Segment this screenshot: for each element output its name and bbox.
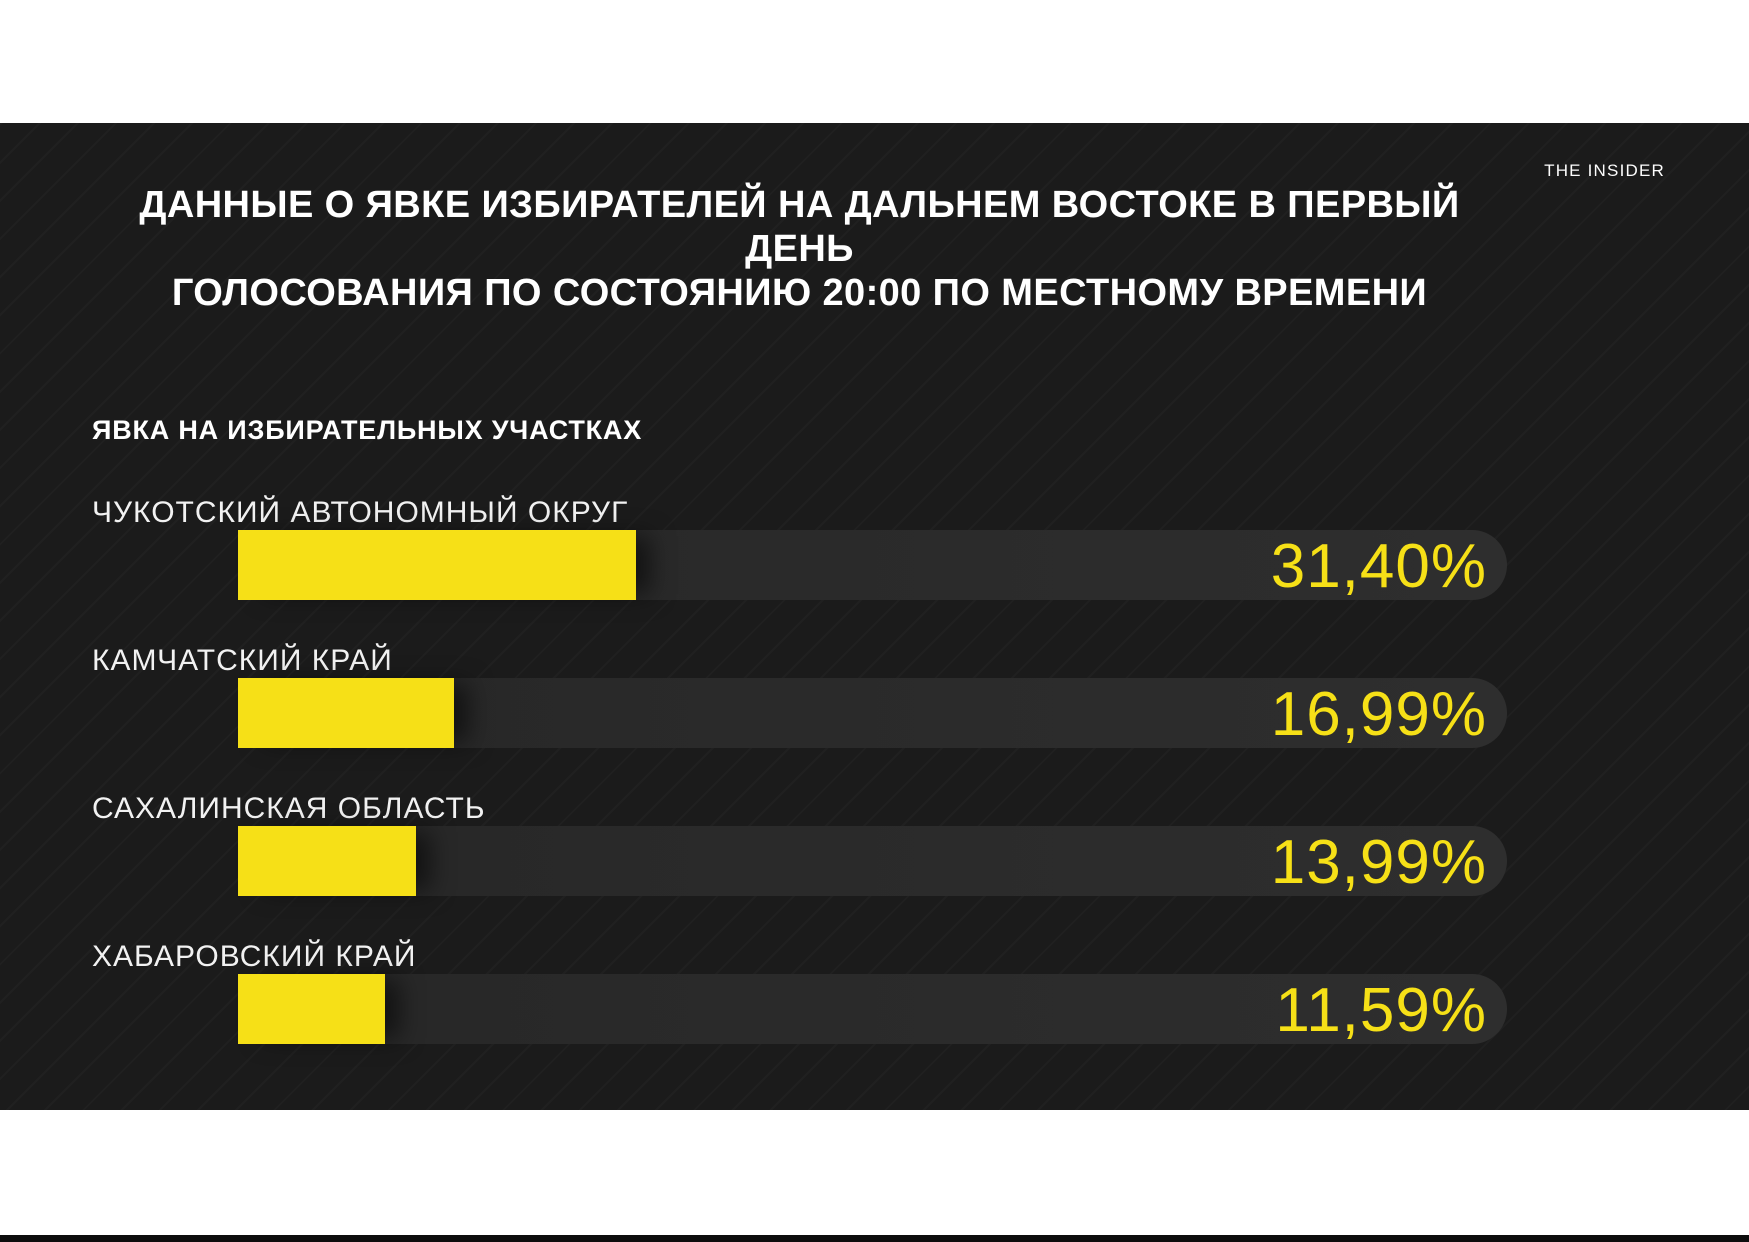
page-title-line-1: ДАННЫЕ О ЯВКЕ ИЗБИРАТЕЛЕЙ НА ДАЛЬНЕМ ВОС…	[139, 184, 1460, 271]
infographic-panel: THE INSIDER ДАННЫЕ О ЯВКЕ ИЗБИРАТЕЛЕЙ НА…	[0, 123, 1749, 1110]
chart-subtitle: ЯВКА НА ИЗБИРАТЕЛЬНЫХ УЧАСТКАХ	[92, 415, 642, 446]
category-label: КАМЧАТСКИЙ КРАЙ	[92, 644, 393, 678]
category-label: ЧУКОТСКИЙ АВТОНОМНЫЙ ОКРУГ	[92, 496, 629, 530]
category-label: САХАЛИНСКАЯ ОБЛАСТЬ	[92, 792, 486, 826]
category-label: ХАБАРОВСКИЙ КРАЙ	[92, 940, 417, 974]
bar-track: 13,99%	[238, 826, 1507, 898]
brand-logo: THE INSIDER	[1544, 161, 1665, 180]
bar-track: 11,59%	[238, 974, 1507, 1046]
page-title: ДАННЫЕ О ЯВКЕ ИЗБИРАТЕЛЕЙ НА ДАЛЬНЕМ ВОС…	[92, 183, 1507, 315]
bar-track: 16,99%	[238, 678, 1507, 750]
chart-row: ЧУКОТСКИЙ АВТОНОМНЫЙ ОКРУГ 31,40%	[92, 496, 1507, 602]
value-label: 31,40%	[1270, 532, 1487, 602]
page-title-line-2: ГОЛОСОВАНИЯ ПО СОСТОЯНИЮ 20:00 ПО МЕСТНО…	[171, 272, 1428, 315]
bottom-strip	[0, 1235, 1749, 1242]
value-label: 13,99%	[1270, 828, 1487, 898]
content-area: ДАННЫЕ О ЯВКЕ ИЗБИРАТЕЛЕЙ НА ДАЛЬНЕМ ВОС…	[92, 123, 1507, 1088]
bar-fill	[238, 974, 386, 1045]
bar-chart: ЧУКОТСКИЙ АВТОНОМНЫЙ ОКРУГ 31,40% КАМЧАТ…	[92, 496, 1507, 1046]
bar-fill	[238, 678, 454, 749]
value-label: 11,59%	[1275, 976, 1487, 1046]
bar-track: 31,40%	[238, 530, 1507, 602]
value-label: 16,99%	[1270, 680, 1487, 750]
chart-row: КАМЧАТСКИЙ КРАЙ 16,99%	[92, 644, 1507, 750]
bar-fill	[238, 530, 637, 601]
chart-row: САХАЛИНСКАЯ ОБЛАСТЬ 13,99%	[92, 792, 1507, 898]
chart-row: ХАБАРОВСКИЙ КРАЙ 11,59%	[92, 940, 1507, 1046]
bar-fill	[238, 826, 416, 897]
